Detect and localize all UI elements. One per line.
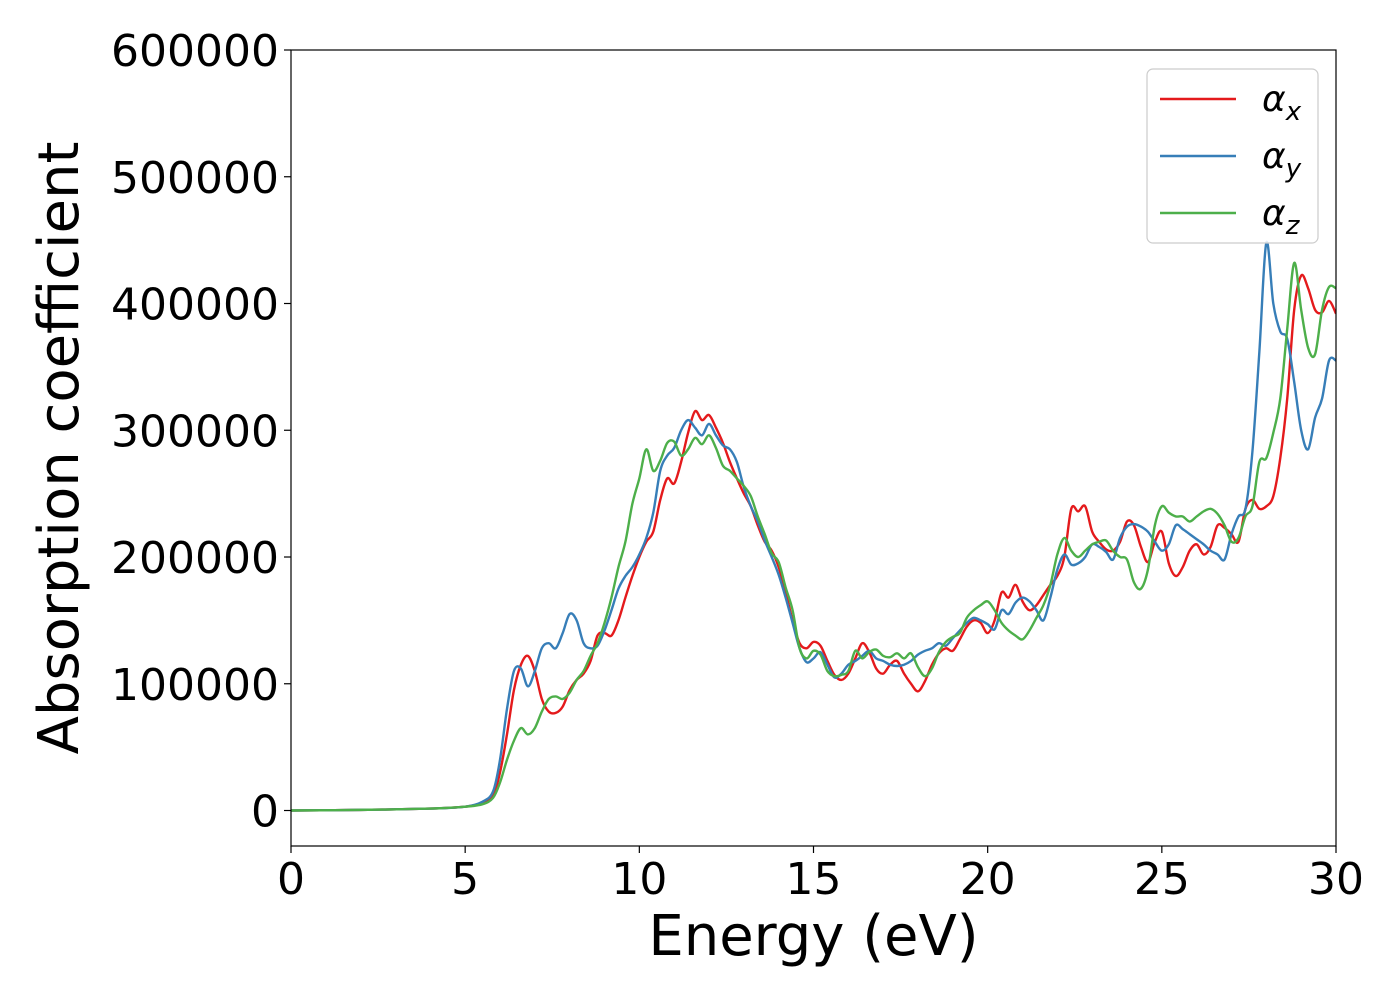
- y-tick-label: 500000: [111, 153, 279, 204]
- y-tick-label: 100000: [111, 660, 279, 711]
- x-tick-label: 15: [786, 854, 842, 905]
- legend-label-z: αz: [1262, 193, 1301, 241]
- x-tick-label: 5: [451, 854, 479, 905]
- y-tick-label: 0: [251, 787, 279, 838]
- legend-label-y: αy: [1262, 136, 1302, 184]
- y-axis-title: Absorption coefficient: [27, 142, 92, 755]
- y-tick-label: 400000: [111, 280, 279, 331]
- series-line-y: [291, 240, 1336, 812]
- legend-label-x: αx: [1262, 79, 1302, 127]
- y-tick-label: 200000: [111, 533, 279, 584]
- series-layer: [291, 240, 1336, 812]
- x-axis-title: Energy (eV): [648, 904, 978, 969]
- x-tick-label: 20: [960, 854, 1016, 905]
- series-line-z: [291, 261, 1336, 812]
- x-tick-label: 10: [611, 854, 667, 905]
- legend: αx αy αz: [1146, 68, 1319, 244]
- x-tick-label: 30: [1308, 854, 1364, 905]
- y-tick-label: 600000: [111, 26, 279, 77]
- ticks-layer: 0 5 10 15 20 25 30 0 100000 200000 300000 400000 500…: [111, 26, 1364, 905]
- x-tick-label: 0: [277, 854, 305, 905]
- y-tick-label: 300000: [111, 406, 279, 457]
- x-tick-label: 25: [1134, 854, 1190, 905]
